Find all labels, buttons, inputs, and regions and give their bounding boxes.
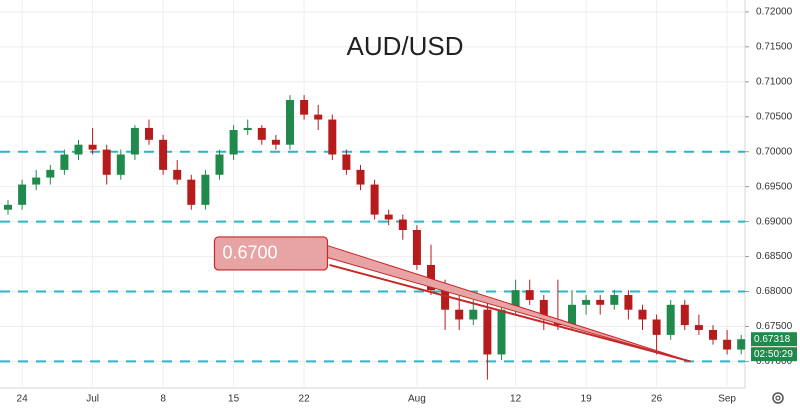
y-tick-label: 0.68500 bbox=[756, 251, 793, 262]
y-tick-label: 0.67000 bbox=[756, 356, 793, 367]
candle-body bbox=[173, 169, 182, 180]
candle-body bbox=[483, 309, 492, 355]
last-price-label: 0.67318 bbox=[754, 334, 791, 345]
y-tick-label: 0.67500 bbox=[756, 321, 793, 332]
candle-body bbox=[497, 309, 506, 355]
candle-body bbox=[638, 309, 647, 320]
y-tick-label: 0.69000 bbox=[756, 216, 793, 227]
y-tick-label: 0.68000 bbox=[756, 286, 793, 297]
candle-body bbox=[737, 339, 746, 350]
y-tick-label: 0.71500 bbox=[756, 41, 793, 52]
candle-body bbox=[4, 204, 12, 210]
x-tick-label: 12 bbox=[510, 394, 522, 405]
candle-body bbox=[300, 99, 309, 115]
candle-body bbox=[384, 214, 393, 220]
candle-body bbox=[257, 127, 266, 140]
candle-body bbox=[469, 309, 478, 320]
candle-body bbox=[243, 127, 252, 131]
callout-box bbox=[213, 236, 329, 271]
x-tick-label: Jul bbox=[86, 394, 99, 405]
candle-body bbox=[666, 304, 675, 335]
candle-body bbox=[229, 130, 238, 155]
candle-body bbox=[314, 114, 323, 120]
candle-body bbox=[624, 295, 633, 310]
candle-body bbox=[511, 290, 520, 310]
candle-body bbox=[130, 127, 139, 155]
candle-body bbox=[74, 144, 83, 155]
candle-body bbox=[525, 290, 534, 300]
x-tick-label: 24 bbox=[17, 394, 29, 405]
candle-body bbox=[187, 179, 196, 205]
chart-title: AUD/USD bbox=[346, 31, 463, 61]
gear bbox=[772, 392, 784, 404]
candle-body bbox=[610, 295, 619, 305]
candle-body bbox=[342, 154, 351, 170]
candle-body bbox=[709, 329, 717, 340]
candle-body bbox=[18, 184, 27, 205]
candle-body bbox=[145, 127, 153, 140]
y-tick-label: 0.71000 bbox=[756, 76, 793, 87]
candle-body bbox=[88, 144, 97, 150]
candle-body bbox=[455, 309, 464, 320]
axes: 0.67000 0.67500 0.68000 0.68500 0.69000 0.695… bbox=[17, 7, 797, 405]
x-tick-label: 19 bbox=[581, 394, 593, 405]
candle-body bbox=[441, 290, 450, 310]
candle-body bbox=[102, 149, 111, 175]
x-tick-label: 8 bbox=[160, 394, 166, 405]
candle-body bbox=[427, 264, 435, 291]
candle-body bbox=[723, 339, 732, 350]
candle-body bbox=[356, 169, 365, 185]
candle-body bbox=[582, 299, 591, 305]
callout-label: 0.6700 bbox=[222, 243, 277, 263]
trendline bbox=[329, 263, 691, 363]
candle-body bbox=[215, 154, 224, 175]
candle-body bbox=[568, 304, 576, 326]
candle-body bbox=[596, 299, 605, 305]
candle-body bbox=[286, 99, 294, 145]
x-tick-label: 22 bbox=[299, 394, 311, 405]
candle-body bbox=[32, 177, 41, 185]
plot: 0.6700 bbox=[0, 95, 746, 380]
candle-body bbox=[271, 139, 280, 145]
y-tick-label: 0.69500 bbox=[756, 181, 793, 192]
candle-body bbox=[201, 174, 210, 205]
y-tick-label: 0.72000 bbox=[756, 7, 793, 18]
x-tick-label: Sep bbox=[718, 394, 736, 405]
candle-body bbox=[328, 119, 337, 155]
y-tick-label: 0.70500 bbox=[756, 111, 793, 122]
candle-body bbox=[694, 325, 703, 330]
x-tick-label: Aug bbox=[408, 394, 426, 405]
candle-body bbox=[116, 154, 125, 175]
candle-body bbox=[60, 154, 69, 170]
x-tick-label: 15 bbox=[228, 394, 240, 405]
candle-body bbox=[370, 184, 379, 215]
candle-body bbox=[398, 219, 407, 231]
gear-hub bbox=[775, 395, 781, 401]
candle-body bbox=[412, 230, 421, 265]
candle-body bbox=[539, 299, 548, 320]
x-tick-label: 26 bbox=[651, 394, 663, 405]
countdown-box bbox=[751, 347, 797, 362]
candle-body bbox=[652, 319, 661, 335]
candle-body bbox=[159, 139, 168, 170]
candle-body bbox=[46, 169, 55, 178]
countdown-label: 02:50:29 bbox=[754, 349, 793, 360]
settings-icon[interactable] bbox=[772, 392, 784, 404]
last-price-box bbox=[751, 332, 797, 347]
candle-body bbox=[680, 304, 689, 326]
y-tick-label: 0.70000 bbox=[756, 146, 793, 157]
